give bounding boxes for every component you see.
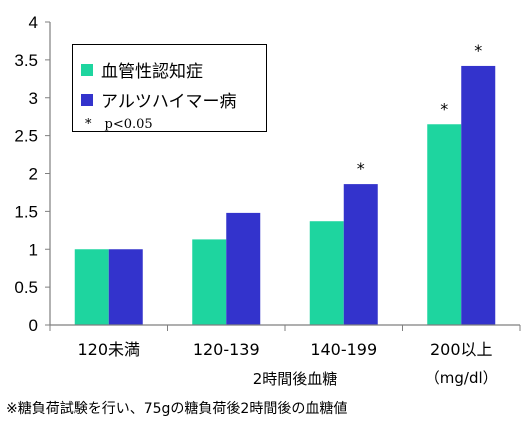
significance-mark: * bbox=[440, 99, 448, 118]
y-tick-label: 3.5 bbox=[14, 51, 38, 70]
bar bbox=[74, 249, 109, 325]
y-tick-label: 1 bbox=[29, 240, 38, 259]
x-unit-label: （mg/dl） bbox=[425, 369, 498, 387]
y-tick-label: 0.5 bbox=[14, 278, 38, 297]
significance-mark: * bbox=[357, 159, 365, 178]
bar bbox=[309, 221, 344, 325]
legend-swatch-alzheimers bbox=[81, 93, 93, 106]
y-tick-label: 0 bbox=[29, 316, 38, 335]
footnote: ※糖負荷試験を行い、75gの糖負荷後2時間後の血糖値 bbox=[6, 401, 348, 417]
significance-mark: * bbox=[474, 41, 482, 60]
legend-swatch-vascular-dementia bbox=[81, 63, 93, 76]
legend-item-alzheimers: アルツハイマー病 bbox=[81, 87, 237, 112]
x-tick-label: 140-199 bbox=[310, 340, 377, 359]
bar bbox=[343, 184, 378, 325]
y-tick-label: 2 bbox=[29, 165, 38, 184]
legend-label-vascular-dementia: 血管性認知症 bbox=[101, 62, 203, 82]
legend-label-alzheimers: アルツハイマー病 bbox=[101, 92, 237, 112]
legend-item-vascular-dementia: 血管性認知症 bbox=[81, 57, 203, 82]
bar bbox=[108, 249, 143, 325]
y-tick-label: 3 bbox=[29, 89, 38, 108]
y-tick-label: 2.5 bbox=[14, 127, 38, 146]
legend: 血管性認知症 アルツハイマー病 * p<0.05 bbox=[72, 44, 267, 132]
x-tick-label: 120-139 bbox=[193, 340, 260, 359]
x-tick-label: 120未満 bbox=[77, 340, 140, 359]
y-tick-label: 4 bbox=[29, 13, 38, 32]
bar bbox=[192, 239, 227, 325]
bar bbox=[461, 65, 496, 325]
x-axis-group-label: 2時間後血糖 bbox=[252, 370, 338, 388]
x-tick-label: 200以上 bbox=[430, 340, 493, 359]
y-tick-label: 1.5 bbox=[14, 202, 38, 221]
bar bbox=[226, 212, 261, 325]
significance-note: * p<0.05 bbox=[85, 117, 153, 132]
bar bbox=[427, 124, 462, 325]
